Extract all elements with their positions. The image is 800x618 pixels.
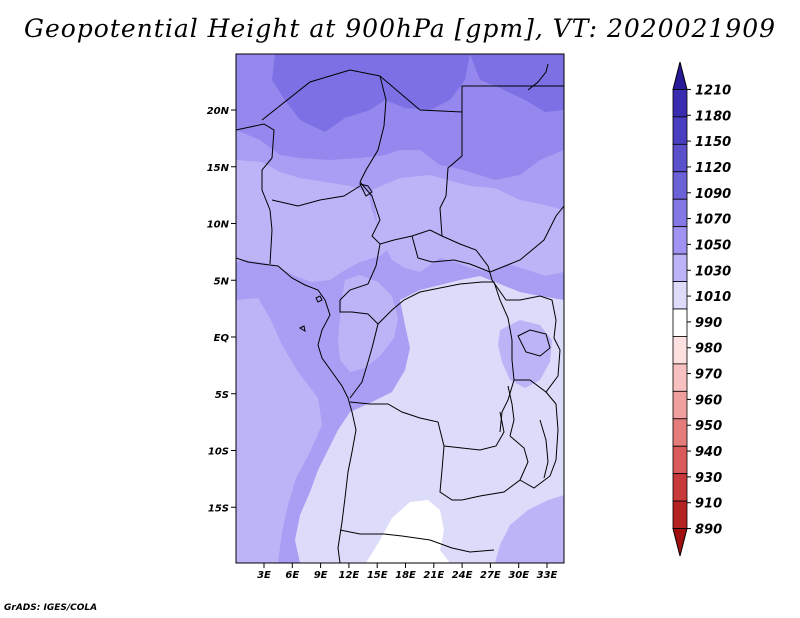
lat-label: 20N [207, 106, 230, 117]
field-band-1030-cameroon-congo [338, 275, 398, 372]
colorbar-box [672, 143, 688, 173]
lat-label: EQ [214, 333, 230, 344]
border-angola-north [349, 401, 445, 447]
colorbar-box [672, 473, 688, 502]
lat-label: 15N [207, 163, 230, 174]
lake-tanganyika [507, 385, 515, 437]
colorbar-box [672, 390, 688, 420]
lake-malawi [539, 419, 549, 479]
colorbar-label: 940 [695, 445, 722, 460]
coast-northeast [527, 63, 549, 91]
lon-label: 33E [537, 570, 558, 581]
colorbar-label: 1210 [695, 83, 731, 98]
lat-label: 10N [207, 220, 230, 231]
colorbar-label: 960 [695, 393, 722, 408]
border-sahel-3 [439, 112, 463, 237]
chart-title: Geopotential Height at 900hPa [gpm], VT:… [23, 14, 777, 43]
lon-label: 6E [285, 570, 299, 581]
lat-label: 5S [215, 390, 229, 401]
colorbar-label: 1030 [695, 264, 731, 279]
border-sahara-3 [236, 123, 275, 159]
colorbar-top-arrow [672, 61, 688, 90]
map-frame [235, 53, 565, 564]
border-mozambique [519, 391, 559, 489]
lon-label: 9E [314, 570, 328, 581]
lon-label: 21E [423, 570, 444, 581]
field-band-1090-north [272, 54, 470, 132]
colorbar-box [672, 418, 688, 447]
lon-label: 15E [367, 570, 388, 581]
border-sahel-1 [261, 157, 273, 265]
lon-label: 27E [480, 570, 501, 581]
border-drc-east [493, 281, 515, 433]
colorbar-box [672, 198, 688, 228]
lon-label: 3E [257, 570, 271, 581]
colorbar-label: 950 [695, 419, 722, 434]
field-band-1030-sw [236, 298, 322, 563]
lon-label: 18E [395, 570, 416, 581]
colorbar-label: 1120 [695, 161, 731, 176]
lat-label: 5N [214, 276, 230, 287]
colorbar-box [672, 445, 688, 475]
border-sahel-2 [271, 185, 361, 207]
lon-label: 24E [452, 570, 473, 581]
colorbar: 1210 1180 1150 1120 1090 1070 1050 1030 1010 990 9… [672, 61, 731, 557]
border-tanzania [514, 337, 561, 393]
latitude-axis: 20N 15N 10N 5N EQ 5S 10S 15S [207, 106, 236, 514]
border-angola-east [439, 445, 462, 501]
colorbar-box [672, 281, 688, 310]
border-zambia-1 [443, 411, 505, 451]
colorbar-box [672, 226, 688, 255]
field-band-1030-central [372, 175, 564, 276]
border-central-3 [411, 235, 491, 273]
lake-victoria [517, 329, 551, 357]
border-sahara-4 [379, 75, 564, 113]
border-namibia [339, 529, 495, 553]
colorbar-label: 1150 [695, 135, 731, 150]
colorbar-box [672, 500, 688, 529]
colorbar-label: 1180 [695, 109, 731, 124]
border-central-2 [339, 243, 381, 301]
field-band-1010-south [295, 276, 564, 563]
colorbar-box [672, 253, 688, 282]
colorbar-label: 1010 [695, 290, 731, 305]
border-congo-2 [377, 281, 494, 325]
field-band-1090-east [470, 54, 564, 112]
coastline-west-africa [236, 257, 357, 563]
colorbar-label: 910 [695, 497, 722, 512]
field-band-990-angola [366, 500, 450, 563]
field-band-1030-southeast [495, 495, 564, 563]
colorbar-box [672, 116, 688, 145]
colorbar-label: 1070 [695, 213, 731, 228]
border-east-1 [491, 279, 557, 339]
lat-label: 10S [208, 447, 229, 458]
colorbar-bottom-arrow [672, 528, 688, 557]
colorbar-label: 990 [695, 316, 722, 331]
lon-label: 12E [339, 570, 360, 581]
height-field [236, 54, 564, 563]
colorbar-box [672, 308, 688, 337]
lat-label: 15S [208, 503, 229, 514]
colorbar-box [672, 89, 688, 118]
lon-label: 30E [508, 570, 529, 581]
colorbar-label: 980 [695, 342, 722, 357]
colorbar-box [672, 363, 688, 392]
colorbar-label: 1050 [695, 238, 731, 253]
gulf-guinea-islands [298, 295, 323, 333]
border-central-1 [441, 235, 493, 281]
colorbar-label: 930 [695, 471, 722, 486]
colorbar-label: 890 [695, 523, 722, 538]
lake-chad [359, 183, 373, 197]
border-sudan-east [489, 205, 564, 273]
software-credit: GrADS: IGES/COLA [4, 603, 98, 613]
colorbar-box [672, 336, 688, 365]
colorbar-label: 970 [695, 368, 722, 383]
colorbar-label: 1090 [695, 187, 731, 202]
longitude-axis: 3E 6E 9E 12E 15E 18E 21E 24E 27E 30E 33E [257, 563, 558, 581]
border-sahara-2 [359, 75, 387, 183]
border-sahara-1 [261, 69, 381, 121]
country-borders [236, 63, 564, 563]
colorbar-box [672, 171, 688, 200]
